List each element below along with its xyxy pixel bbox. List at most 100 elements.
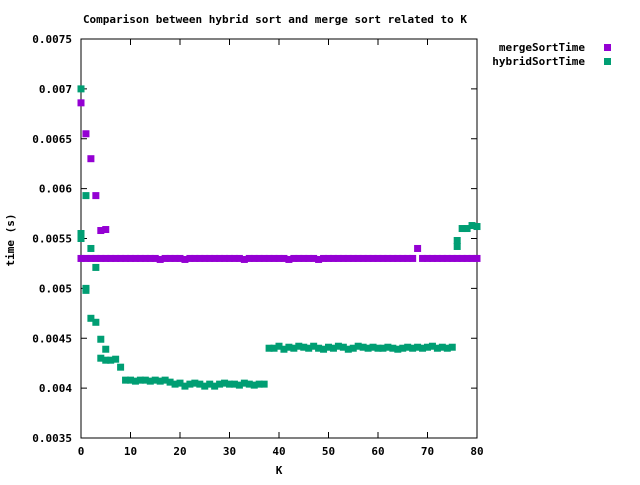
data-point <box>458 254 466 262</box>
data-point <box>201 382 209 390</box>
data-point <box>334 342 342 350</box>
y-tick-label: 0.005 <box>39 282 72 295</box>
y-tick-label: 0.006 <box>39 183 72 196</box>
data-point <box>374 344 382 352</box>
y-tick-label: 0.0045 <box>32 332 72 345</box>
data-point <box>463 254 471 262</box>
data-point <box>250 254 258 262</box>
data-point <box>389 344 397 352</box>
data-point <box>216 254 224 262</box>
data-point <box>473 223 481 231</box>
data-point <box>394 254 402 262</box>
x-tick-label: 60 <box>371 445 384 458</box>
data-point <box>102 226 110 234</box>
data-point <box>211 254 219 262</box>
data-point <box>221 254 229 262</box>
data-point <box>82 192 90 200</box>
data-point <box>265 344 273 352</box>
data-point <box>245 254 253 262</box>
data-point <box>191 254 199 262</box>
data-point <box>419 254 427 262</box>
data-point <box>77 254 85 262</box>
data-point <box>369 343 377 351</box>
y-tick-label: 0.007 <box>39 83 72 96</box>
x-tick-label: 20 <box>173 445 186 458</box>
data-point <box>230 254 238 262</box>
y-tick-label: 0.0055 <box>32 233 72 246</box>
data-point <box>468 254 476 262</box>
data-point <box>141 254 149 262</box>
data-point <box>92 263 100 271</box>
data-point <box>97 254 105 262</box>
data-point <box>151 254 159 262</box>
data-point <box>384 343 392 351</box>
x-tick-label: 10 <box>124 445 137 458</box>
data-point <box>255 254 263 262</box>
data-point <box>92 318 100 326</box>
data-point <box>146 254 154 262</box>
data-point <box>181 255 189 263</box>
data-point <box>325 343 332 351</box>
data-point <box>127 254 134 262</box>
data-point <box>176 254 184 262</box>
data-point <box>156 255 164 263</box>
data-point <box>171 380 179 388</box>
x-tick-label: 50 <box>322 445 335 458</box>
y-tick-label: 0.0075 <box>32 33 72 46</box>
data-point <box>112 355 120 363</box>
data-point <box>216 380 224 388</box>
data-point <box>428 254 436 262</box>
data-point <box>310 254 318 262</box>
data-point <box>448 343 456 351</box>
data-point <box>354 254 362 262</box>
data-point <box>389 254 397 262</box>
data-point <box>141 376 149 384</box>
data-point <box>82 284 90 292</box>
data-point <box>285 343 293 351</box>
data-point <box>265 254 273 262</box>
data-point <box>196 254 204 262</box>
data-point <box>191 379 199 387</box>
x-tick-label: 40 <box>272 445 285 458</box>
data-point <box>424 254 431 262</box>
data-point <box>339 254 347 262</box>
data-point <box>369 254 377 262</box>
data-point <box>329 344 337 352</box>
data-point <box>295 254 303 262</box>
data-point <box>270 254 278 262</box>
x-tick-label: 70 <box>421 445 434 458</box>
data-point <box>136 254 144 262</box>
chart-title: Comparison between hybrid sort and merge… <box>83 13 467 26</box>
data-point <box>117 254 125 262</box>
data-point <box>379 344 387 352</box>
data-point <box>320 254 328 262</box>
data-point <box>226 380 233 388</box>
data-point <box>424 343 431 351</box>
data-point <box>320 345 328 353</box>
data-point <box>161 254 169 262</box>
data-point <box>404 254 412 262</box>
data-point <box>181 382 189 390</box>
data-point <box>438 254 446 262</box>
data-point <box>166 254 174 262</box>
data-point <box>186 254 194 262</box>
data-point <box>235 254 243 262</box>
data-point <box>414 244 422 252</box>
data-points <box>77 85 481 390</box>
data-point <box>201 254 209 262</box>
data-point <box>473 254 481 262</box>
data-point <box>245 380 253 388</box>
data-point <box>77 85 85 93</box>
data-point <box>428 342 436 350</box>
data-point <box>97 227 105 235</box>
data-point <box>310 342 318 350</box>
x-tick-label: 30 <box>223 445 236 458</box>
data-point <box>146 377 154 385</box>
data-point <box>107 356 115 364</box>
data-point <box>211 382 219 390</box>
data-point <box>102 356 110 364</box>
data-point <box>131 377 139 385</box>
data-point <box>433 344 441 352</box>
